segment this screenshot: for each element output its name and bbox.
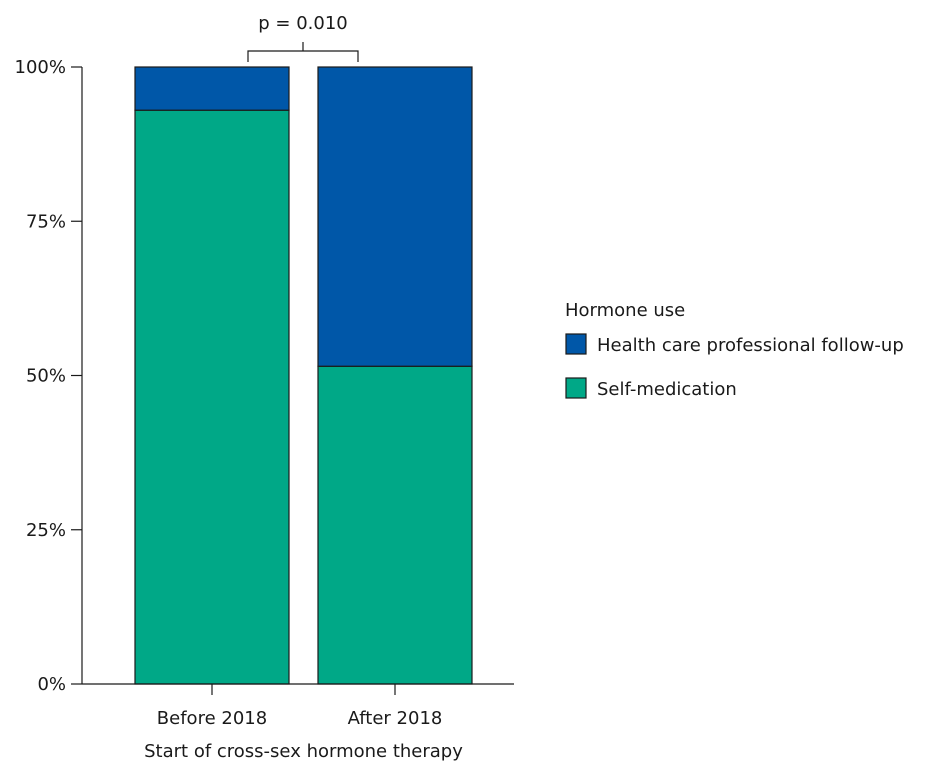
bar-segment-self-medication-1	[317, 365, 473, 685]
bracket-line	[247, 42, 359, 62]
bars-group	[134, 66, 473, 685]
y-tick-label: 75%	[26, 211, 66, 232]
legend-swatch	[565, 377, 587, 399]
x-axis: Before 2018 After 2018	[82, 683, 514, 729]
y-tick-label: 25%	[26, 520, 66, 541]
legend-swatch	[565, 333, 587, 355]
x-axis-title: Start of cross-sex hormone therapy	[144, 741, 463, 762]
bar-segment-self-medication-0	[134, 109, 290, 685]
legend-entry-label: Health care professional follow-up	[597, 335, 904, 356]
y-tick-label: 50%	[26, 366, 66, 387]
y-tick-label: 0%	[37, 674, 66, 695]
x-tick-label: Before 2018	[157, 708, 267, 729]
legend-entry-label: Self-medication	[597, 379, 737, 400]
legend-title: Hormone use	[565, 300, 685, 321]
y-axis: 0% 25% 50% 75% 100%	[15, 57, 83, 695]
y-tick-label: 100%	[15, 57, 66, 78]
legend: Hormone use Health care professional fol…	[565, 300, 904, 400]
significance-bracket: p = 0.010	[247, 13, 359, 62]
bar-segment-health-care-follow-up-0	[134, 66, 290, 111]
x-tick-label: After 2018	[348, 708, 443, 729]
bar-segment-health-care-follow-up-1	[317, 66, 473, 367]
p-value-annotation: p = 0.010	[258, 13, 347, 34]
